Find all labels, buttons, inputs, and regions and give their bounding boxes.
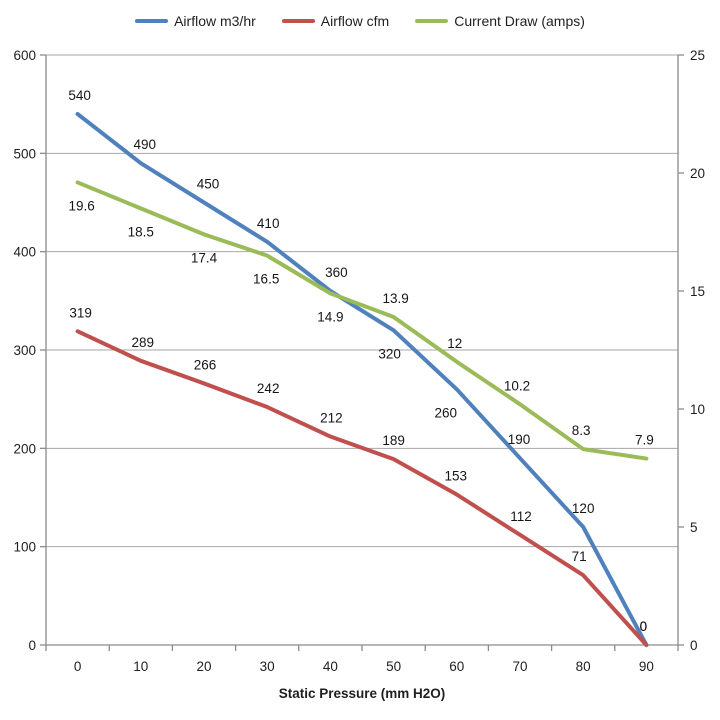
data-label-current-draw-amps: 7.9 xyxy=(635,433,654,448)
legend-item-current-draw: Current Draw (amps) xyxy=(415,13,585,29)
y-left-tick-label: 0 xyxy=(28,638,36,653)
legend-item-airflow-cfm: Airflow cfm xyxy=(281,13,390,29)
series-line-airflow-cfm xyxy=(75,329,649,647)
data-label-airflow-m3-hr: 450 xyxy=(197,177,220,192)
series-line-current-draw-amps xyxy=(75,180,649,461)
y-right-tick-label: 5 xyxy=(690,520,698,535)
x-tick-label: 40 xyxy=(323,659,338,674)
data-label-airflow-m3-hr: 120 xyxy=(572,501,595,516)
data-label-airflow-cfm: 189 xyxy=(382,433,405,448)
data-label-airflow-m3-hr: 540 xyxy=(68,88,91,103)
legend-label-airflow-m3hr: Airflow m3/hr xyxy=(174,13,256,29)
data-label-current-draw-amps: 13.9 xyxy=(382,291,408,306)
x-tick-label: 10 xyxy=(133,659,148,674)
data-label-current-draw-amps: 12 xyxy=(447,336,462,351)
data-label-airflow-cfm: 266 xyxy=(194,357,217,372)
y-right-tick-label: 25 xyxy=(690,48,705,63)
data-label-airflow-m3-hr: 360 xyxy=(325,265,348,280)
data-label-airflow-m3-hr: 190 xyxy=(508,432,531,447)
y-right-tick-label: 10 xyxy=(690,402,705,417)
data-label-airflow-m3-hr: 260 xyxy=(435,405,458,420)
y-left-tick-label: 400 xyxy=(13,245,36,260)
data-label-current-draw-amps: 18.5 xyxy=(128,224,154,239)
legend-line-swatch-airflow-cfm xyxy=(281,19,315,23)
data-label-current-draw-amps: 16.5 xyxy=(253,272,279,287)
legend-label-current-draw: Current Draw (amps) xyxy=(454,13,585,29)
legend-label-airflow-cfm: Airflow cfm xyxy=(320,13,390,29)
data-label-airflow-cfm: 242 xyxy=(257,381,280,396)
x-tick-label: 30 xyxy=(260,659,275,674)
legend-line-swatch-airflow-m3hr xyxy=(135,19,169,23)
y-left-tick-label: 200 xyxy=(13,441,36,456)
y-left-tick-label: 100 xyxy=(13,540,36,555)
legend-item-airflow-m3hr: Airflow m3/hr xyxy=(135,13,256,29)
data-label-current-draw-amps: 8.3 xyxy=(572,423,591,438)
data-label-airflow-m3-hr: 490 xyxy=(134,137,157,152)
y-right-tick-label: 20 xyxy=(690,166,705,181)
data-label-airflow-m3-hr: 410 xyxy=(257,216,280,231)
x-tick-label: 70 xyxy=(512,659,527,674)
data-label-airflow-cfm: 0 xyxy=(640,619,648,634)
x-tick-label: 50 xyxy=(386,659,401,674)
data-label-airflow-m3-hr: 320 xyxy=(378,346,401,361)
y-left-tick-label: 500 xyxy=(13,146,36,161)
data-label-airflow-cfm: 71 xyxy=(572,549,587,564)
y-left-tick-label: 600 xyxy=(13,48,36,63)
data-label-current-draw-amps: 19.6 xyxy=(68,198,94,213)
x-tick-label: 60 xyxy=(449,659,464,674)
data-label-airflow-cfm: 153 xyxy=(445,469,468,484)
data-label-current-draw-amps: 10.2 xyxy=(504,378,530,393)
y-right-tick-label: 0 xyxy=(690,638,698,653)
x-tick-label: 0 xyxy=(74,659,82,674)
x-tick-label: 80 xyxy=(576,659,591,674)
data-label-airflow-cfm: 289 xyxy=(132,335,155,350)
series-line-airflow-m3-hr xyxy=(75,112,649,647)
x-tick-label: 20 xyxy=(196,659,211,674)
data-label-airflow-cfm: 319 xyxy=(69,305,92,320)
legend-line-swatch-current-draw xyxy=(415,19,449,23)
legend: Airflow m3/hr Airflow cfm Current Draw (… xyxy=(0,8,720,34)
x-tick-label: 90 xyxy=(639,659,654,674)
x-axis-title: Static Pressure (mm H2O) xyxy=(279,686,446,701)
data-label-current-draw-amps: 14.9 xyxy=(317,309,343,324)
data-label-airflow-cfm: 112 xyxy=(510,509,532,524)
y-right-tick-label: 15 xyxy=(690,284,705,299)
y-left-tick-label: 300 xyxy=(13,343,36,358)
data-label-airflow-cfm: 212 xyxy=(320,411,343,426)
data-label-current-draw-amps: 17.4 xyxy=(191,250,218,265)
data-label-airflow-m3-hr: 0 xyxy=(640,619,648,634)
